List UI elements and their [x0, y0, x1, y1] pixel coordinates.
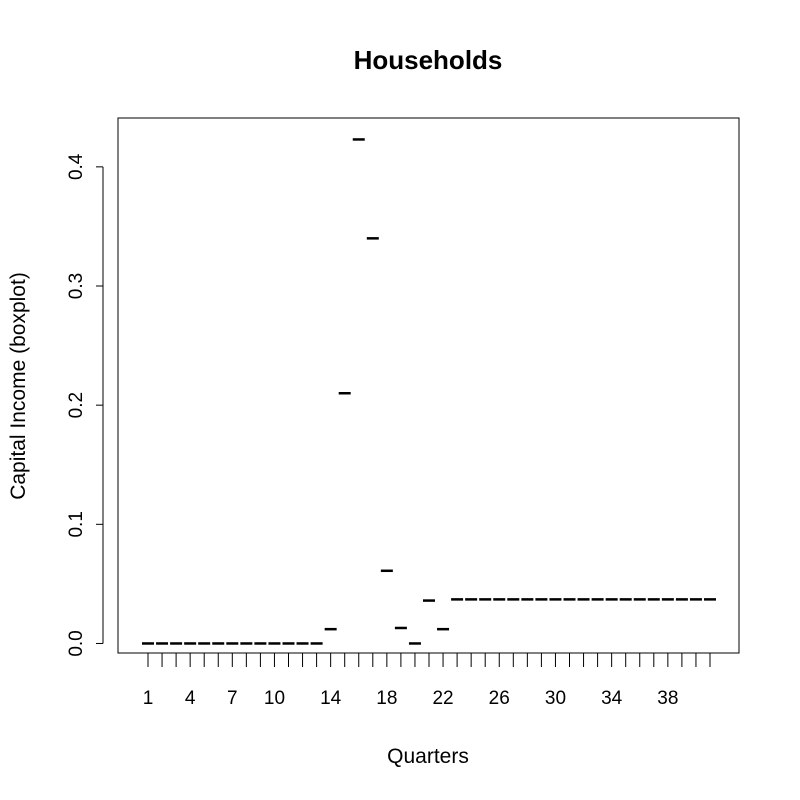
x-tick-label: 18 [376, 688, 397, 709]
x-tick-label: 1 [143, 688, 154, 709]
chart-title: Households [354, 45, 503, 75]
x-tick-label: 34 [601, 688, 623, 709]
x-tick-label: 22 [432, 688, 453, 709]
y-axis: 0.0 0.1 0.2 0.3 0.4 [66, 153, 104, 657]
y-tick-label: 0.1 [66, 511, 87, 537]
x-tick-label: 14 [320, 688, 342, 709]
x-tick-label: 7 [227, 688, 238, 709]
x-tick-label: 30 [545, 688, 566, 709]
x-axis-label: Quarters [387, 745, 469, 768]
plot-frame [117, 117, 740, 654]
y-tick-label: 0.2 [66, 392, 87, 418]
x-axis: 1 4 7 10 14 18 22 26 30 34 38 [143, 653, 711, 709]
y-tick-label: 0.4 [66, 153, 87, 180]
y-tick-label: 0.3 [66, 273, 87, 299]
y-tick-label: 0.0 [66, 630, 87, 656]
x-tick-label: 4 [185, 688, 196, 709]
median-marks [142, 138, 716, 645]
x-tick-label: 26 [489, 688, 510, 709]
x-tick-label: 38 [657, 688, 678, 709]
y-axis-label: Capital Income (boxplot) [7, 272, 30, 500]
x-tick-label: 10 [264, 688, 285, 709]
